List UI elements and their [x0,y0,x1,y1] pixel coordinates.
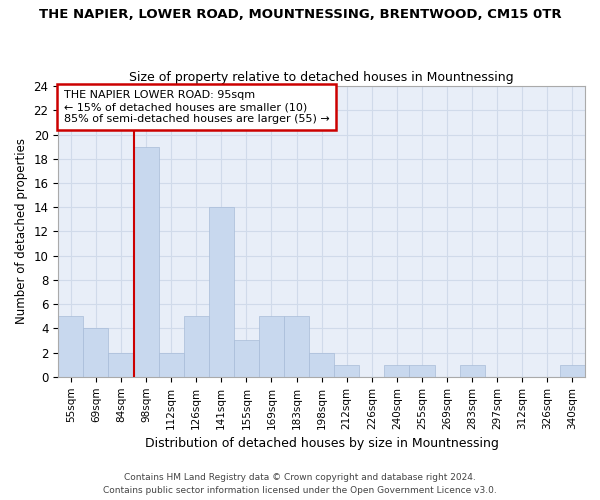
Bar [109,352,134,377]
Bar [284,316,309,377]
Bar [234,340,259,377]
Bar [83,328,109,377]
Bar [309,352,334,377]
Bar [209,207,234,377]
Text: THE NAPIER, LOWER ROAD, MOUNTNESSING, BRENTWOOD, CM15 0TR: THE NAPIER, LOWER ROAD, MOUNTNESSING, BR… [38,8,562,20]
Bar [460,364,485,377]
X-axis label: Distribution of detached houses by size in Mountnessing: Distribution of detached houses by size … [145,437,499,450]
Bar [184,316,209,377]
Text: Contains HM Land Registry data © Crown copyright and database right 2024.
Contai: Contains HM Land Registry data © Crown c… [103,474,497,495]
Bar [134,146,158,377]
Y-axis label: Number of detached properties: Number of detached properties [15,138,28,324]
Bar [409,364,434,377]
Title: Size of property relative to detached houses in Mountnessing: Size of property relative to detached ho… [130,70,514,84]
Bar [560,364,585,377]
Bar [58,316,83,377]
Bar [385,364,409,377]
Bar [158,352,184,377]
Bar [259,316,284,377]
Bar [334,364,359,377]
Text: THE NAPIER LOWER ROAD: 95sqm
← 15% of detached houses are smaller (10)
85% of se: THE NAPIER LOWER ROAD: 95sqm ← 15% of de… [64,90,329,124]
